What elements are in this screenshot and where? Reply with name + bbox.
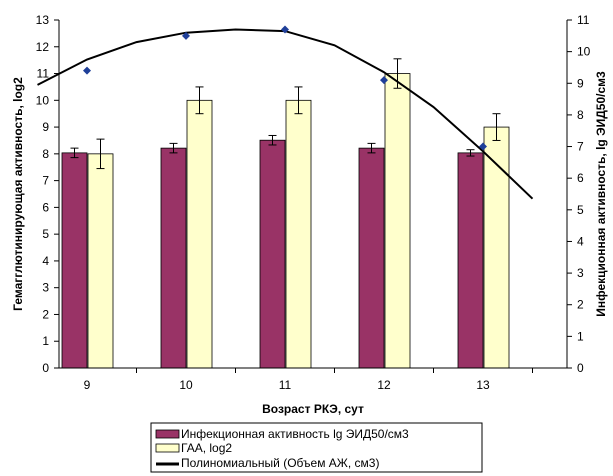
y-tick-label-right: 11 <box>577 13 590 27</box>
y-tick-label-left: 9 <box>42 120 49 134</box>
legend-box <box>150 422 483 473</box>
trendline-point <box>479 142 487 151</box>
y-tick-label-left: 8 <box>42 147 49 161</box>
y-tick-label-left: 12 <box>36 40 50 54</box>
x-tick-label: 11 <box>279 378 292 392</box>
y-tick-label-right: 7 <box>577 140 584 154</box>
y-tick-label-right: 3 <box>577 266 584 280</box>
y-tick-label-right: 2 <box>577 298 584 312</box>
y-tick-label-right: 1 <box>577 329 584 343</box>
bar-infection <box>259 139 286 369</box>
trendline-layer <box>37 25 534 200</box>
ticks-layer: 9 10 11 12 130123456789101112130123456789101… <box>36 13 591 392</box>
y-tick-label-left: 11 <box>37 67 50 81</box>
bar-haa <box>186 99 213 369</box>
bar-infection <box>457 152 484 369</box>
trendline-point <box>380 76 388 85</box>
y-axis-title-right: Инфекционная активность, lg ЭИД50/см3 <box>594 71 608 317</box>
y-tick-label-left: 3 <box>42 281 49 295</box>
trendline-point <box>83 66 91 75</box>
x-tick-label: 13 <box>476 378 490 392</box>
y-tick-label-left: 13 <box>36 13 50 27</box>
bar-haa <box>285 99 312 369</box>
legend-label-haa: ГАА, log2 <box>181 441 232 455</box>
y-tick-label-right: 6 <box>577 171 584 185</box>
y-tick-label-left: 6 <box>42 200 49 214</box>
bar-haa <box>87 153 114 369</box>
y-axis-title-left: Гемагглютинирующая активность, log2 <box>11 77 25 311</box>
bars-layer <box>61 73 510 369</box>
y-tick-label-right: 5 <box>577 203 584 217</box>
x-tick-label: 12 <box>377 378 391 392</box>
bar-infection <box>160 147 187 369</box>
y-tick-label-left: 4 <box>42 254 49 268</box>
y-tick-label-left: 7 <box>42 174 49 188</box>
x-tick-label: 9 <box>84 378 91 392</box>
legend: Инфекционная активность lg ЭИД50/см3 ГАА… <box>150 422 483 473</box>
y-tick-label-right: 0 <box>577 361 584 375</box>
error-bars-layer <box>70 58 501 170</box>
y-tick-label-left: 1 <box>42 334 49 348</box>
y-tick-label-left: 2 <box>42 307 49 321</box>
bar-haa <box>384 73 411 369</box>
trendline-point <box>281 25 289 34</box>
legend-swatch-infection <box>155 429 180 439</box>
y-tick-label-left: 0 <box>42 361 49 375</box>
y-tick-label-right: 4 <box>577 234 584 248</box>
legend-label-trendline: Полиномиальный (Объем АЖ, см3) <box>181 456 379 470</box>
x-axis-title: Возраст РКЭ, сут <box>262 402 364 416</box>
y-tick-label-right: 8 <box>577 108 584 122</box>
y-tick-label-left: 10 <box>36 93 50 107</box>
x-tick-label: 10 <box>179 378 193 392</box>
trendline-point <box>182 31 190 40</box>
y-tick-label-left: 5 <box>42 227 49 241</box>
legend-swatch-haa <box>155 443 180 453</box>
y-tick-label-right: 9 <box>577 76 584 90</box>
legend-label-infection: Инфекционная активность lg ЭИД50/см3 <box>181 427 409 441</box>
bar-infection <box>61 152 88 369</box>
axes-layer <box>54 19 572 373</box>
y-tick-label-right: 10 <box>577 45 591 59</box>
bar-infection <box>358 147 385 369</box>
